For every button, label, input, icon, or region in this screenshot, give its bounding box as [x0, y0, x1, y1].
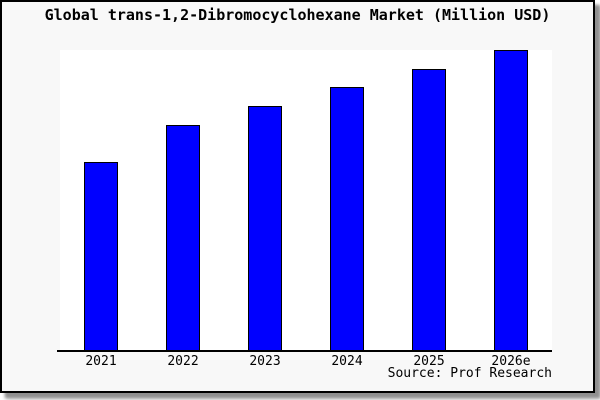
- x-axis-labels: 2021 2022 2023 2024 2025 2026e: [0, 355, 600, 369]
- x-tick-label-2023: 2023: [249, 354, 281, 369]
- x-tick-label-2021: 2021: [85, 354, 117, 369]
- bar-2025: [412, 69, 446, 351]
- x-tick-label-2024: 2024: [331, 354, 363, 369]
- bar-2023: [248, 106, 282, 351]
- plot-area: [60, 50, 552, 351]
- x-axis-line: [57, 350, 552, 352]
- source-caption: Source: Prof Research: [387, 366, 552, 381]
- x-tick-label-2025: 2025: [413, 354, 445, 369]
- x-tick-label-2026e: 2026e: [491, 354, 531, 369]
- x-tick-label-2022: 2022: [167, 354, 199, 369]
- bar-2026e: [494, 50, 528, 351]
- bar-2022: [166, 125, 200, 351]
- bar-2024: [330, 87, 364, 351]
- chart-title: Global trans-1,2-Dibromocyclohexane Mark…: [44, 6, 551, 24]
- bar-2021: [84, 162, 118, 351]
